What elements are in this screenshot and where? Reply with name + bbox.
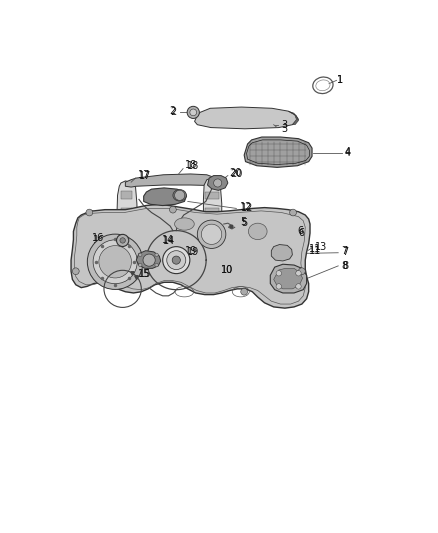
Circle shape [143,254,155,266]
Circle shape [241,288,247,295]
Text: 7: 7 [342,246,348,256]
Polygon shape [205,192,219,199]
Circle shape [167,251,186,270]
Polygon shape [288,111,298,125]
Text: 7: 7 [343,247,349,257]
Polygon shape [121,257,132,265]
Polygon shape [121,273,132,281]
Circle shape [187,106,199,118]
Text: 8: 8 [342,261,348,271]
Polygon shape [121,224,132,232]
Text: 2: 2 [170,107,176,117]
Text: 17: 17 [138,170,150,180]
Circle shape [155,253,158,256]
Polygon shape [71,204,310,308]
Circle shape [214,179,222,187]
Ellipse shape [175,218,194,230]
Text: 11: 11 [309,246,321,256]
Text: 12: 12 [241,204,253,213]
Circle shape [172,256,180,264]
Text: 6: 6 [298,228,304,238]
Text: 1: 1 [337,75,343,85]
Circle shape [190,109,197,116]
Polygon shape [121,207,132,216]
Polygon shape [136,251,161,268]
Text: 10: 10 [221,265,233,275]
Text: 11: 11 [309,245,321,254]
Ellipse shape [248,223,267,240]
Circle shape [86,209,93,216]
Circle shape [99,246,131,278]
Polygon shape [203,178,222,281]
Circle shape [296,271,301,276]
Circle shape [276,271,282,276]
Text: 20: 20 [230,168,242,177]
Text: 12: 12 [240,202,252,212]
Text: 4: 4 [345,148,351,158]
Text: 5: 5 [240,217,246,227]
Text: 19: 19 [187,247,199,257]
Text: 14: 14 [162,235,174,245]
Text: 16: 16 [92,233,104,244]
Circle shape [138,263,142,266]
Circle shape [298,268,305,274]
Polygon shape [270,264,307,293]
Text: 20: 20 [230,169,243,179]
Polygon shape [274,268,303,289]
Circle shape [117,235,129,246]
Polygon shape [205,257,219,264]
Polygon shape [208,175,228,190]
Text: 5: 5 [241,218,247,228]
Text: 16: 16 [93,235,105,245]
Circle shape [138,253,142,256]
Circle shape [296,284,301,289]
Polygon shape [205,225,219,231]
Polygon shape [194,107,298,129]
Circle shape [175,190,185,200]
Circle shape [72,268,79,274]
Circle shape [93,240,137,284]
Circle shape [197,220,226,248]
Text: 15: 15 [139,269,151,279]
Polygon shape [144,188,187,206]
Polygon shape [117,181,138,289]
Polygon shape [205,241,219,248]
Circle shape [155,263,158,266]
Text: 2: 2 [169,106,175,116]
Circle shape [201,224,222,245]
Text: 17: 17 [139,171,151,181]
Text: 19: 19 [185,246,198,256]
Text: 3: 3 [282,124,288,134]
Polygon shape [271,245,292,261]
Circle shape [290,209,297,216]
Circle shape [276,284,282,289]
Circle shape [170,206,176,213]
Circle shape [120,238,125,243]
Text: 3: 3 [282,120,288,130]
Text: 1: 1 [337,75,343,85]
Text: 15: 15 [138,269,150,279]
Text: 6: 6 [297,227,304,237]
Polygon shape [205,208,219,215]
Text: 10: 10 [221,265,233,275]
Ellipse shape [173,190,187,201]
Circle shape [87,234,143,289]
Text: 18: 18 [185,159,198,169]
Polygon shape [121,191,132,199]
Text: 8: 8 [343,261,349,271]
Polygon shape [121,240,132,248]
Polygon shape [244,137,312,167]
Circle shape [162,247,190,273]
Text: 4: 4 [345,147,351,157]
Text: 18: 18 [187,161,199,171]
Polygon shape [125,174,216,187]
Text: 13: 13 [315,241,328,252]
Polygon shape [205,270,219,277]
Text: 14: 14 [162,236,175,246]
